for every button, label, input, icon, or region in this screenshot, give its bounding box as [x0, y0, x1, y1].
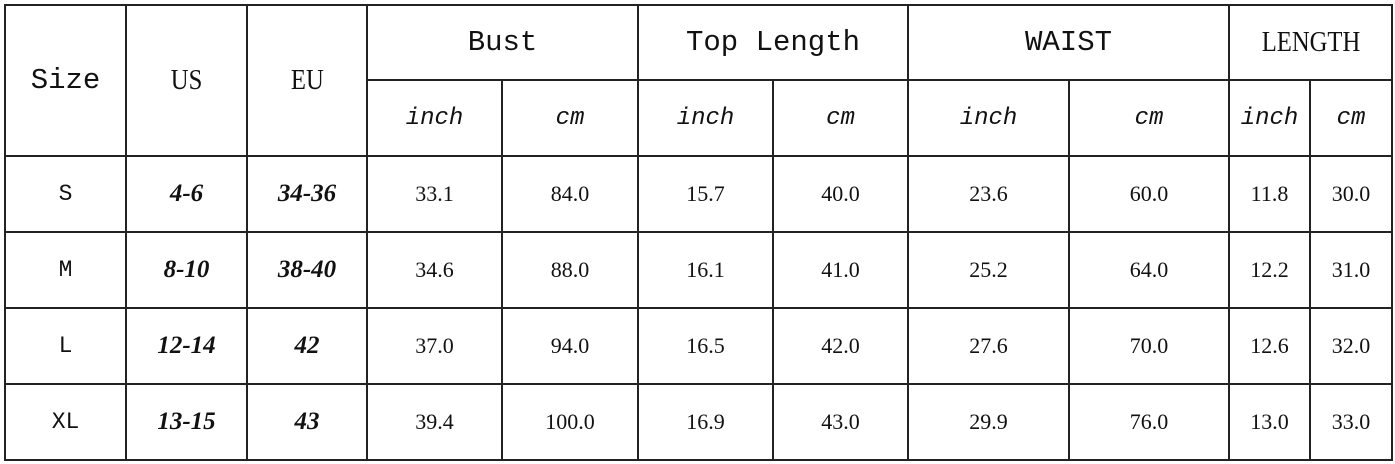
- eu-cell: 42: [246, 307, 368, 385]
- value-cell: 29.9: [907, 383, 1070, 461]
- header-size: Size: [4, 4, 127, 157]
- unit-inch: inch: [907, 79, 1070, 157]
- value-cell: 16.5: [637, 307, 774, 385]
- unit-inch: inch: [366, 79, 503, 157]
- table-row: M 8-10 38-40 34.6 88.0 16.1 41.0 25.2 64.0 12.2 31…: [4, 231, 1394, 309]
- value-cell: 100.0: [501, 383, 639, 461]
- unit-inch: inch: [1228, 79, 1312, 157]
- value-cell: 39.4: [366, 383, 503, 461]
- value-cell: 94.0: [501, 307, 639, 385]
- value-cell: 30.0: [1309, 155, 1394, 233]
- value-cell: 70.0: [1067, 307, 1231, 385]
- value-cell: 12.6: [1228, 307, 1312, 385]
- value-cell: 84.0: [501, 155, 639, 233]
- value-cell: 16.1: [637, 231, 774, 309]
- value-cell: 25.2: [907, 231, 1070, 309]
- value-cell: 88.0: [501, 231, 639, 309]
- value-cell: 64.0: [1067, 231, 1231, 309]
- value-cell: 15.7: [637, 155, 774, 233]
- unit-cm: cm: [501, 79, 639, 157]
- value-cell: 13.0: [1228, 383, 1312, 461]
- header-length: LENGTH: [1228, 4, 1394, 81]
- size-cell: M: [4, 231, 127, 309]
- header-bust: Bust: [366, 4, 639, 81]
- eu-cell: 43: [246, 383, 368, 461]
- value-cell: 43.0: [772, 383, 909, 461]
- header-row: Size US EU Bust Top Length WAIST LENGTH: [4, 4, 1394, 157]
- value-cell: 60.0: [1067, 155, 1231, 233]
- value-cell: 23.6: [907, 155, 1070, 233]
- value-cell: 41.0: [772, 231, 909, 309]
- us-cell: 4-6: [125, 155, 248, 233]
- value-cell: 12.2: [1228, 231, 1312, 309]
- value-cell: 33.0: [1309, 383, 1394, 461]
- eu-cell: 34-36: [246, 155, 368, 233]
- us-cell: 12-14: [125, 307, 248, 385]
- size-cell: S: [4, 155, 127, 233]
- size-chart-table: Size US EU Bust Top Length WAIST LENGTH …: [4, 4, 1394, 461]
- unit-cm: cm: [1067, 79, 1231, 157]
- unit-cm: cm: [772, 79, 909, 157]
- value-cell: 37.0: [366, 307, 503, 385]
- eu-cell: 38-40: [246, 231, 368, 309]
- value-cell: 33.1: [366, 155, 503, 233]
- value-cell: 31.0: [1309, 231, 1394, 309]
- size-cell: L: [4, 307, 127, 385]
- value-cell: 76.0: [1067, 383, 1231, 461]
- header-us: US: [125, 4, 248, 157]
- size-cell: XL: [4, 383, 127, 461]
- value-cell: 32.0: [1309, 307, 1394, 385]
- header-top-length: Top Length: [637, 4, 909, 81]
- table-row: S 4-6 34-36 33.1 84.0 15.7 40.0 23.6 60.0 11.8 30.…: [4, 155, 1394, 233]
- unit-row: inch cm inch cm inch cm inch cm: [5, 79, 1394, 157]
- value-cell: 11.8: [1228, 155, 1312, 233]
- us-cell: 8-10: [125, 231, 248, 309]
- us-cell: 13-15: [125, 383, 248, 461]
- table-row: XL 13-15 43 39.4 100.0 16.9 43.0 29.9 76.0 13.0 33…: [4, 383, 1394, 461]
- unit-inch: inch: [637, 79, 774, 157]
- table-row: L 12-14 42 37.0 94.0 16.5 42.0 27.6 70.0 12.6 32.0: [4, 307, 1394, 385]
- value-cell: 27.6: [907, 307, 1070, 385]
- header-waist: WAIST: [906, 4, 1231, 81]
- value-cell: 42.0: [772, 307, 909, 385]
- value-cell: 40.0: [772, 155, 909, 233]
- unit-cm: cm: [1309, 79, 1394, 157]
- header-eu: EU: [246, 4, 368, 157]
- value-cell: 34.6: [366, 231, 503, 309]
- value-cell: 16.9: [637, 383, 774, 461]
